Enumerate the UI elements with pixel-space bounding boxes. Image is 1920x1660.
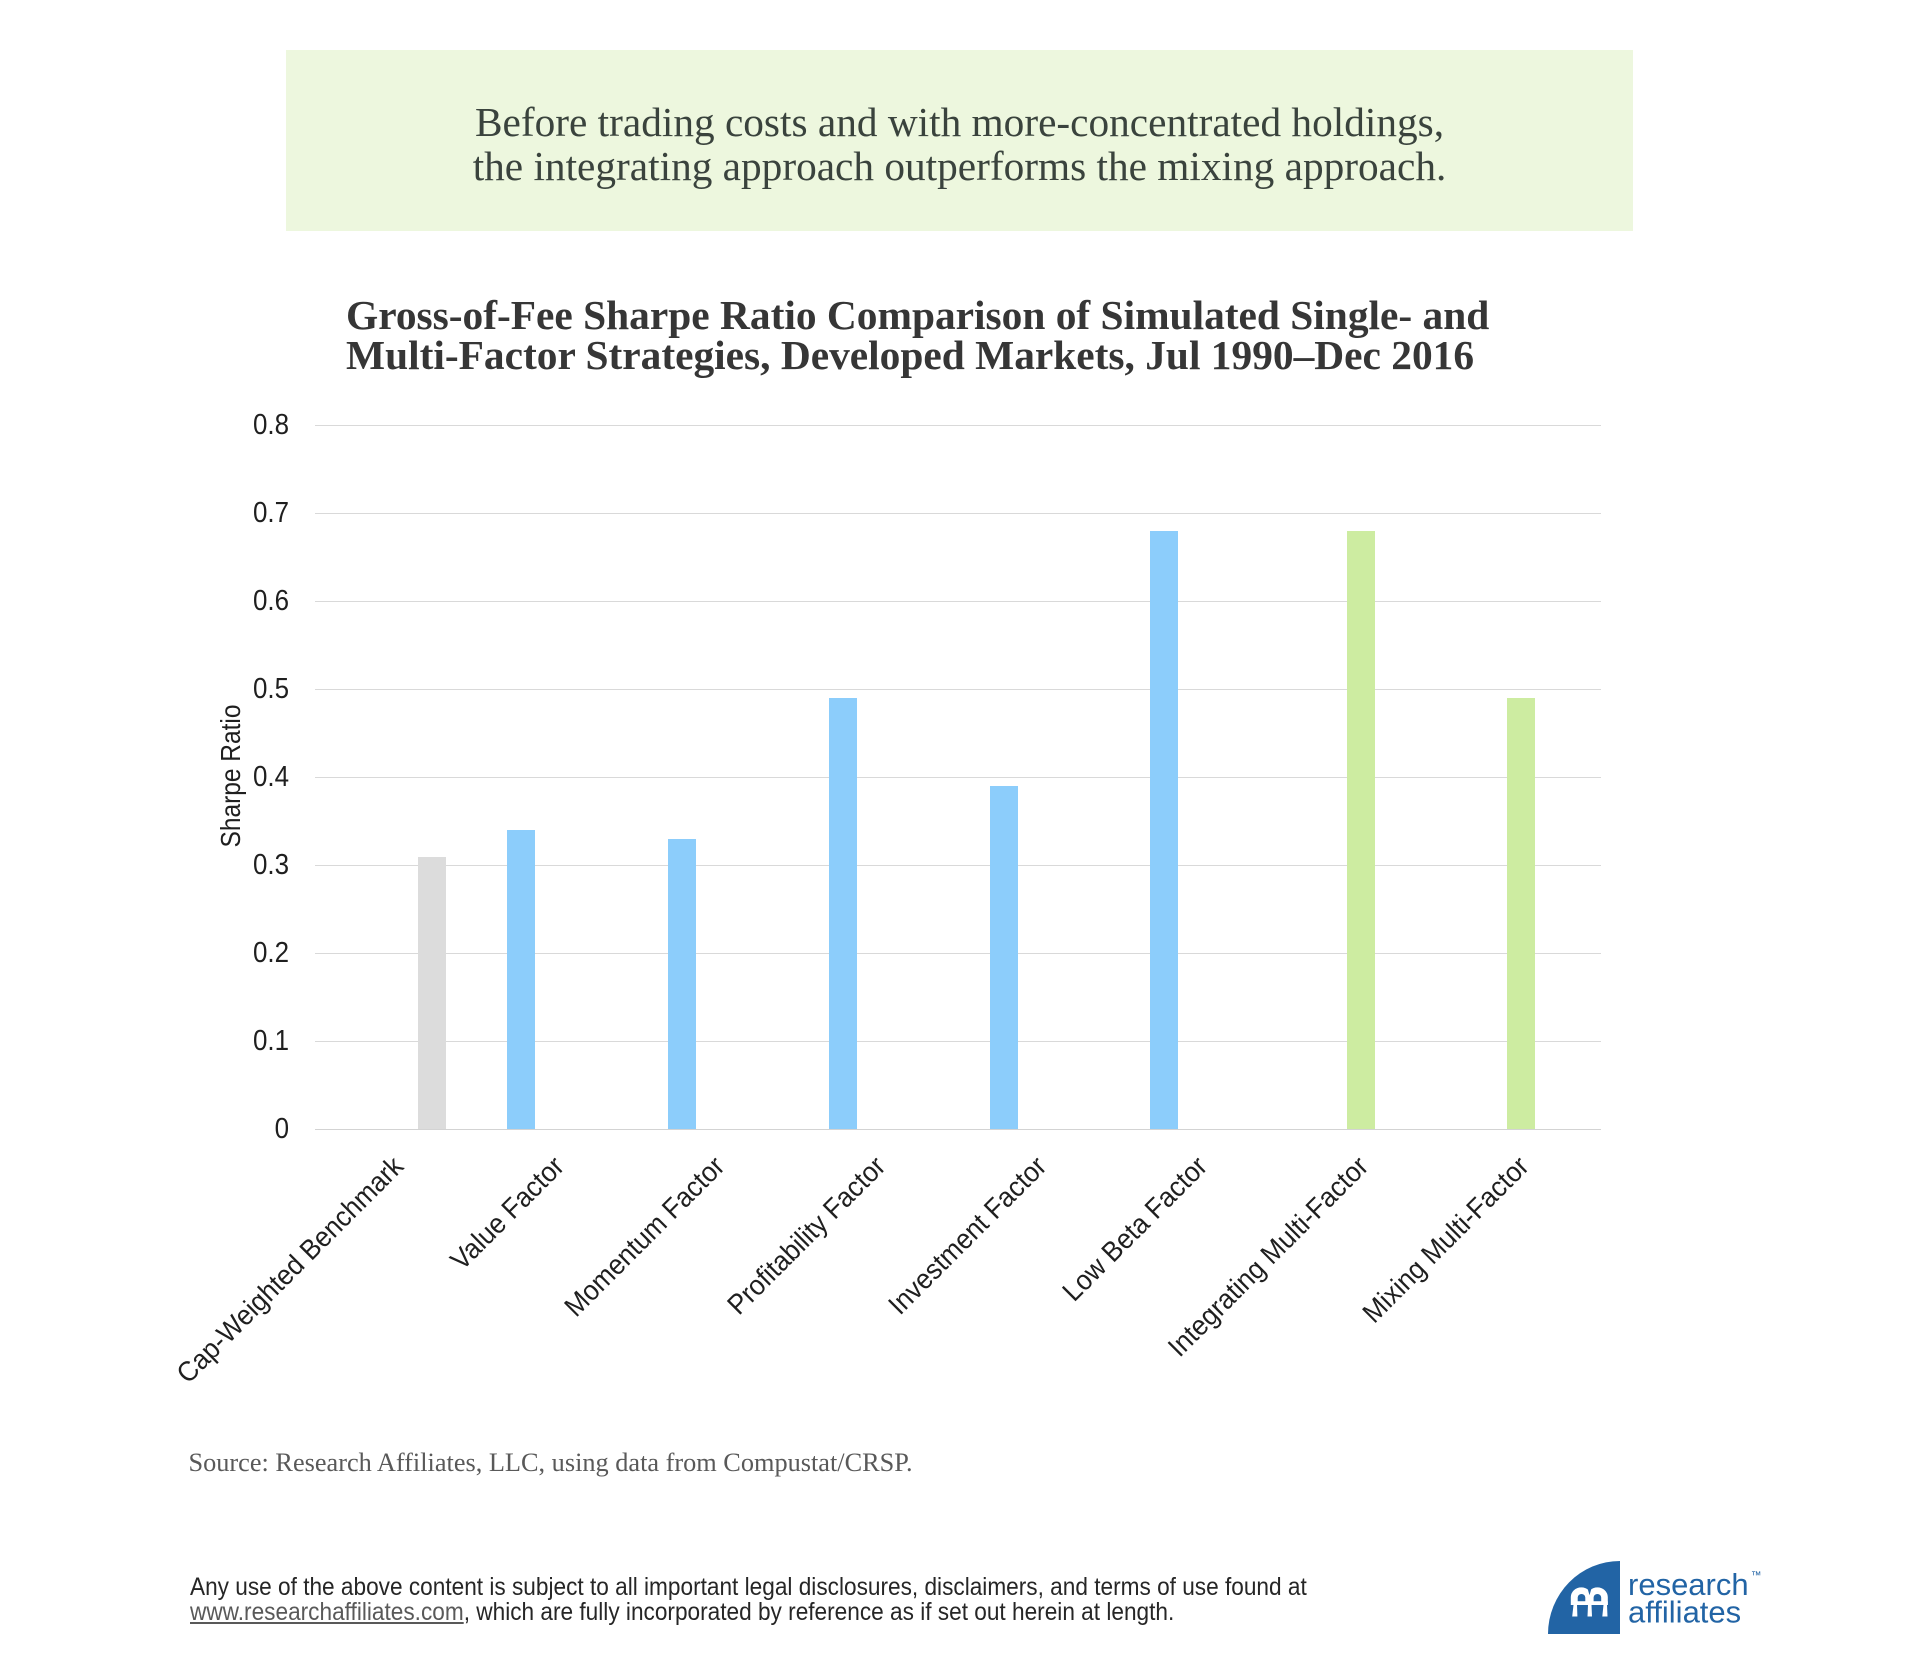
- svg-text:™: ™: [1751, 1570, 1762, 1582]
- svg-text:research: research: [1628, 1567, 1749, 1602]
- svg-text:affiliates: affiliates: [1628, 1595, 1741, 1630]
